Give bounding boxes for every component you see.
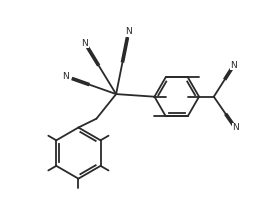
Text: N: N — [230, 61, 237, 70]
Text: N: N — [232, 123, 239, 132]
Text: N: N — [125, 27, 132, 36]
Text: N: N — [62, 72, 68, 81]
Text: N: N — [82, 39, 88, 48]
